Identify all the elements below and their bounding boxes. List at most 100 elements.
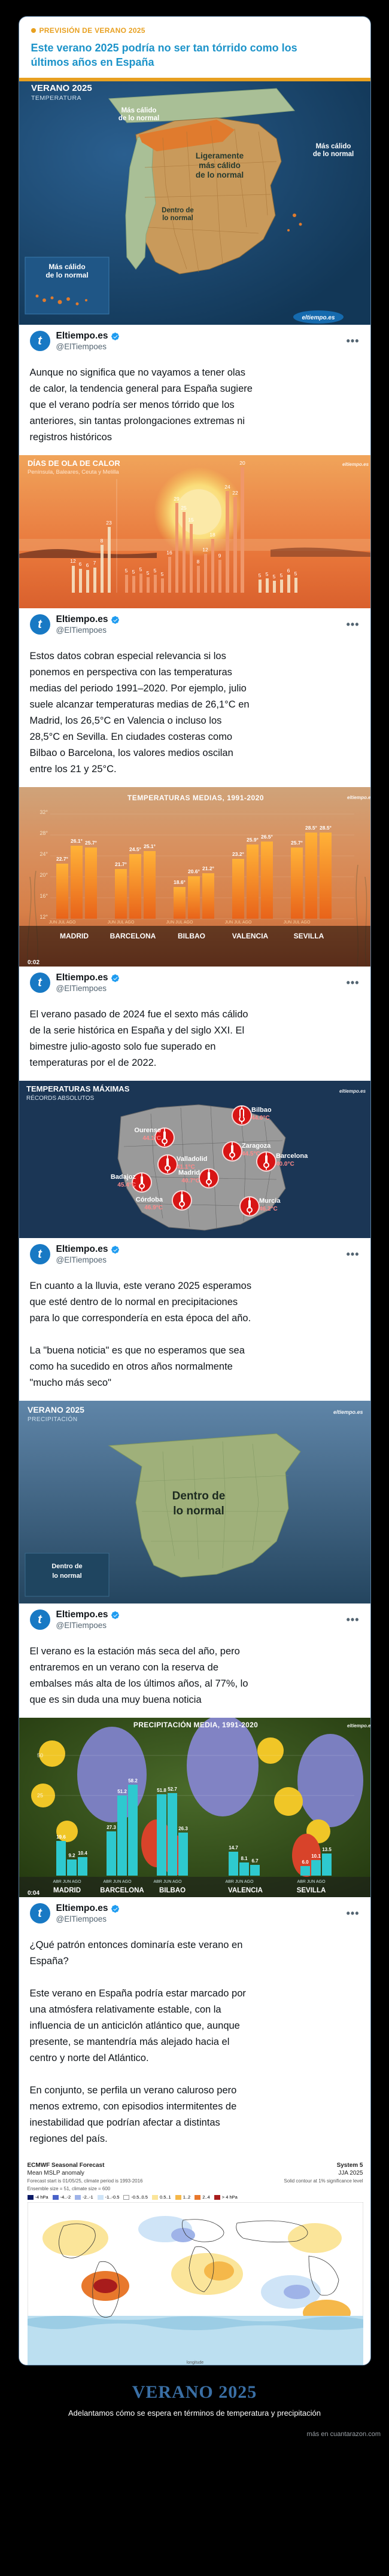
svg-text:eltiempo.es: eltiempo.es: [342, 462, 369, 467]
svg-text:44.5°C: 44.5°C: [242, 1151, 260, 1157]
svg-text:TEMPERATURA: TEMPERATURA: [31, 94, 81, 102]
svg-text:JUN JUL AGO: JUN JUL AGO: [166, 920, 193, 925]
svg-text:21.7°: 21.7°: [115, 861, 127, 867]
svg-text:Más cálido: Más cálido: [121, 107, 156, 114]
svg-text:5: 5: [139, 566, 142, 572]
svg-text:0:04: 0:04: [28, 1890, 39, 1897]
svg-text:22.7°: 22.7°: [56, 856, 69, 862]
svg-text:28.5°: 28.5°: [320, 825, 332, 831]
svg-text:23: 23: [106, 520, 112, 526]
svg-text:PRECIPITACIÓN MEDIA, 1991-2020: PRECIPITACIÓN MEDIA, 1991-2020: [133, 1720, 257, 1729]
svg-text:SEVILLA: SEVILLA: [293, 932, 324, 940]
svg-text:eltiempo.es: eltiempo.es: [347, 1723, 371, 1728]
svg-text:Ourense: Ourense: [134, 1127, 161, 1134]
svg-text:12: 12: [70, 558, 76, 564]
svg-text:Bilbao: Bilbao: [251, 1106, 272, 1114]
svg-text:de lo normal: de lo normal: [45, 271, 88, 279]
svg-text:9: 9: [218, 553, 221, 559]
svg-text:5: 5: [294, 571, 297, 577]
svg-text:23.2°: 23.2°: [232, 851, 245, 857]
svg-text:Badajoz: Badajoz: [110, 1173, 136, 1181]
svg-text:MADRID: MADRID: [53, 1887, 81, 1894]
svg-text:BILBAO: BILBAO: [178, 932, 205, 940]
svg-text:RÉCORDS ABSOLUTOS: RÉCORDS ABSOLUTOS: [26, 1094, 95, 1102]
svg-text:25.7°: 25.7°: [291, 840, 303, 846]
svg-text:44.1°C: 44.1°C: [142, 1135, 161, 1142]
svg-text:ABR JUN AGO: ABR JUN AGO: [103, 1880, 132, 1884]
svg-text:5: 5: [265, 571, 268, 577]
svg-text:BARCELONA: BARCELONA: [110, 932, 156, 940]
svg-text:16°: 16°: [39, 893, 48, 899]
svg-text:40.7°C: 40.7°C: [181, 1178, 200, 1184]
svg-text:más cálido: más cálido: [199, 161, 241, 170]
svg-text:28°: 28°: [39, 830, 48, 836]
svg-text:22: 22: [232, 490, 238, 496]
svg-text:5: 5: [132, 569, 135, 575]
svg-text:10.4: 10.4: [78, 1851, 87, 1856]
svg-text:20°: 20°: [39, 872, 48, 878]
svg-text:5: 5: [124, 568, 127, 574]
svg-text:8: 8: [100, 538, 103, 544]
svg-text:9.2: 9.2: [68, 1853, 75, 1858]
svg-text:12°: 12°: [39, 914, 48, 920]
svg-text:5: 5: [279, 572, 282, 578]
svg-text:26.1°: 26.1°: [71, 838, 83, 844]
svg-text:20: 20: [239, 460, 245, 466]
svg-text:TEMPERATURAS MEDIAS, 1991-2020: TEMPERATURAS MEDIAS, 1991-2020: [127, 794, 263, 802]
svg-text:24: 24: [224, 484, 230, 490]
svg-text:ABR JUN AGO: ABR JUN AGO: [53, 1880, 81, 1884]
svg-text:VALENCIA: VALENCIA: [228, 1887, 263, 1894]
svg-text:19.6: 19.6: [56, 1834, 66, 1840]
svg-text:de lo normal: de lo normal: [118, 115, 159, 122]
svg-text:JUN JUL AGO: JUN JUL AGO: [224, 920, 251, 925]
svg-text:Dentro de: Dentro de: [172, 1490, 225, 1502]
svg-text:BARCELONA: BARCELONA: [100, 1887, 144, 1894]
svg-text:58.2: 58.2: [128, 1778, 138, 1784]
svg-text:5: 5: [272, 574, 275, 580]
svg-text:6: 6: [78, 561, 81, 567]
svg-text:25.9°: 25.9°: [247, 837, 259, 843]
svg-text:Zaragoza: Zaragoza: [242, 1142, 271, 1150]
svg-text:de lo normal: de lo normal: [195, 170, 243, 179]
svg-text:29: 29: [174, 496, 180, 502]
svg-text:ABR JUN AGO: ABR JUN AGO: [225, 1880, 254, 1884]
svg-text:MADRID: MADRID: [60, 932, 89, 940]
svg-text:Más cálido: Más cálido: [315, 143, 351, 150]
svg-text:eltiempo.es: eltiempo.es: [347, 795, 371, 800]
svg-text:ABR JUN AGO: ABR JUN AGO: [297, 1880, 326, 1884]
svg-text:Madrid: Madrid: [178, 1169, 199, 1176]
svg-text:25: 25: [37, 1792, 43, 1798]
svg-text:Murcia: Murcia: [259, 1197, 281, 1205]
svg-text:26.5°: 26.5°: [261, 834, 273, 840]
svg-text:PRECIPITACIÓN: PRECIPITACIÓN: [28, 1415, 78, 1423]
svg-text:6: 6: [287, 568, 290, 574]
svg-text:5: 5: [146, 570, 149, 576]
svg-text:46.9°C: 46.9°C: [144, 1205, 163, 1211]
svg-text:26.3: 26.3: [178, 1826, 188, 1831]
svg-text:DÍAS DE OLA DE CALOR: DÍAS DE OLA DE CALOR: [28, 459, 120, 468]
svg-text:28.5°: 28.5°: [305, 825, 318, 831]
svg-text:eltiempo.es: eltiempo.es: [302, 315, 335, 321]
svg-text:Córdoba: Córdoba: [135, 1196, 163, 1203]
svg-text:40.0°C: 40.0°C: [276, 1161, 294, 1167]
svg-text:6.7: 6.7: [251, 1858, 259, 1864]
svg-text:52.7: 52.7: [168, 1787, 177, 1792]
svg-text:Península, Baleares, Ceuta y M: Península, Baleares, Ceuta y Melilla: [28, 469, 119, 475]
svg-text:18: 18: [209, 532, 215, 538]
svg-text:24°: 24°: [39, 851, 48, 857]
svg-text:Valladolid: Valladolid: [177, 1156, 207, 1163]
svg-text:Más cálido: Más cálido: [48, 263, 85, 271]
svg-text:VERANO 2025: VERANO 2025: [28, 1405, 84, 1414]
svg-text:5: 5: [153, 568, 156, 574]
svg-text:5: 5: [258, 572, 261, 578]
svg-text:14.7: 14.7: [229, 1845, 238, 1851]
svg-text:21.2°: 21.2°: [202, 865, 215, 871]
svg-text:eltiempo.es: eltiempo.es: [339, 1089, 366, 1094]
svg-text:de lo normal: de lo normal: [312, 151, 353, 158]
svg-text:15: 15: [188, 517, 194, 523]
svg-text:lo normal: lo normal: [173, 1505, 224, 1517]
svg-text:16: 16: [166, 550, 172, 556]
svg-text:18.6°: 18.6°: [174, 879, 186, 885]
svg-text:Ligeramente: Ligeramente: [195, 151, 244, 160]
svg-text:lo normal: lo normal: [52, 1572, 82, 1580]
